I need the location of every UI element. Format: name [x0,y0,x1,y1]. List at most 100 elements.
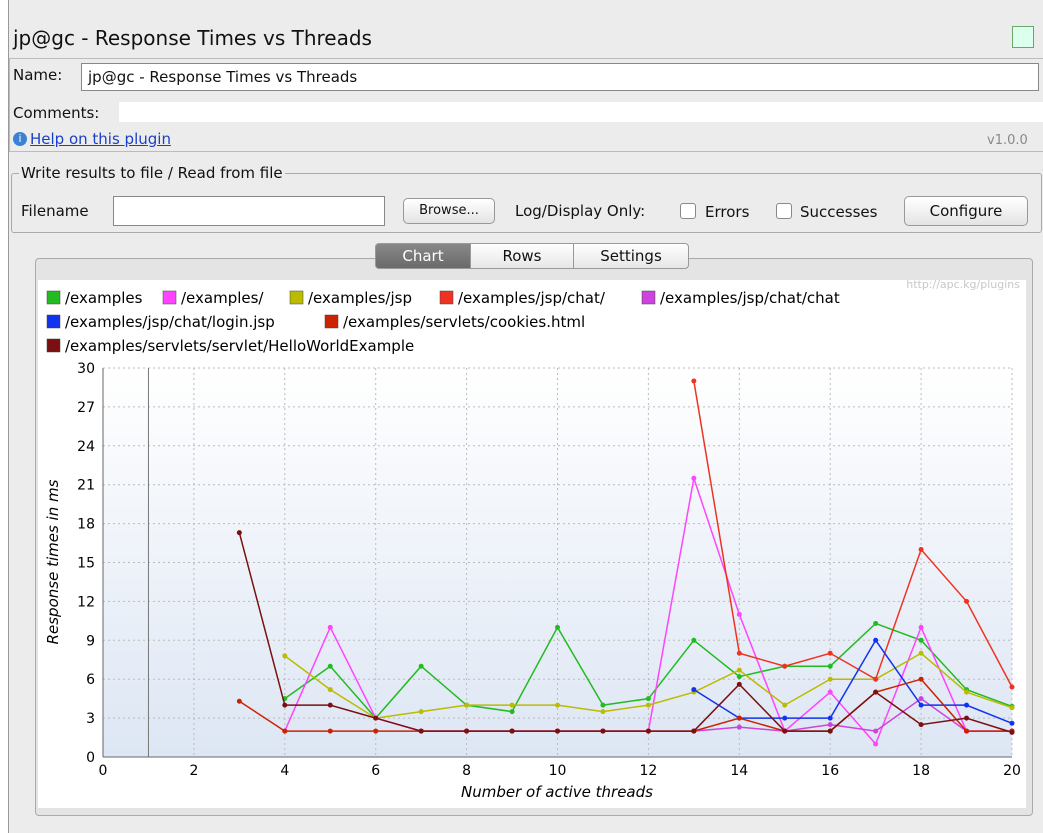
data-point [555,728,560,734]
log-label: Log/Display Only: [515,202,646,220]
x-tick-label: 2 [189,763,198,779]
name-field[interactable]: jp@gc - Response Times vs Threads [81,63,1039,91]
data-point [327,728,333,734]
legend-swatch [439,290,454,305]
data-point [918,722,924,728]
data-point [600,728,606,734]
data-point [827,663,833,669]
data-point [464,728,470,734]
legend-label: /examples/jsp/chat/ [458,289,606,307]
watermark: http://apc.kg/plugins [906,280,1020,291]
data-point [418,728,424,734]
expand-icon[interactable] [1012,26,1034,48]
data-point [873,620,879,626]
legend-label: /examples/jsp [308,289,412,307]
data-point [918,702,924,708]
legend-label: /examples [65,289,143,307]
settings-tab[interactable]: Settings [573,243,689,269]
data-point [1009,720,1015,726]
data-point [282,702,288,708]
legend-label: /examples/jsp/chat/chat [660,289,840,307]
data-point [918,676,924,682]
y-tick-label: 0 [86,750,95,766]
x-tick-label: 20 [1003,763,1021,779]
data-point [691,687,697,693]
data-point [327,687,333,693]
data-point [918,547,924,553]
data-point [236,698,242,704]
errors-checkbox[interactable] [680,203,696,219]
data-point [418,709,424,715]
data-point [782,663,788,669]
y-tick-label: 21 [77,478,95,494]
x-tick-label: 10 [549,763,567,779]
data-point [736,674,742,680]
window-title: jp@gc - Response Times vs Threads [13,26,372,50]
legend-label: /examples/servlets/cookies.html [343,313,585,331]
data-point [918,637,924,643]
data-point [964,598,970,604]
data-point [373,715,379,721]
legend-label: /examples/servlets/servlet/HelloWorldExa… [65,337,414,355]
data-point [691,728,697,734]
file-group-title: Write results to file / Read from file [19,164,285,182]
data-point [873,637,879,643]
legend-swatch [46,338,61,353]
data-point [282,728,288,734]
data-point [736,715,742,721]
filename-label: Filename [21,202,89,220]
data-point [736,667,742,673]
y-tick-label: 30 [77,361,95,377]
y-tick-label: 15 [77,556,95,572]
data-point [1009,684,1015,690]
data-point [827,676,833,682]
data-point [873,689,879,695]
help-link[interactable]: Help on this plugin [30,130,171,148]
x-tick-label: 4 [280,763,289,779]
y-tick-label: 18 [77,517,95,533]
legend-swatch [324,314,339,329]
data-point [509,709,515,715]
data-point [736,724,742,730]
legend-swatch [162,290,177,305]
data-point [373,728,379,734]
chart-tab[interactable]: Chart [375,243,471,269]
form-panel [9,58,1043,152]
data-point [555,702,560,708]
data-point [964,689,970,695]
data-point [918,650,924,656]
legend-swatch [46,314,61,329]
data-point [873,728,879,734]
x-tick-label: 14 [730,763,748,779]
y-tick-label: 27 [77,400,95,416]
data-point [964,702,970,708]
comments-field[interactable] [119,102,1043,122]
data-point [282,653,288,659]
data-point [827,650,833,656]
configure-button[interactable]: Configure [904,196,1028,226]
data-point [691,378,697,384]
data-point [236,530,242,536]
filename-field[interactable] [113,196,385,226]
errors-label: Errors [705,203,750,221]
series-line [693,380,1013,688]
browse-button[interactable]: Browse... [403,198,495,224]
file-group [11,173,1042,233]
data-point [1009,729,1015,735]
data-point [827,715,833,721]
rows-tab[interactable]: Rows [470,243,574,269]
data-point [464,702,470,708]
x-tick-label: 18 [912,763,930,779]
version: v1.0.0 [987,133,1028,148]
successes-label: Successes [800,203,878,221]
data-point [327,624,333,630]
data-point [1009,705,1015,711]
successes-checkbox[interactable] [776,203,792,219]
data-point [782,715,788,721]
data-point [964,715,970,721]
x-tick-label: 0 [99,763,108,779]
data-point [645,696,651,702]
data-point [555,624,560,630]
data-point [600,709,606,715]
